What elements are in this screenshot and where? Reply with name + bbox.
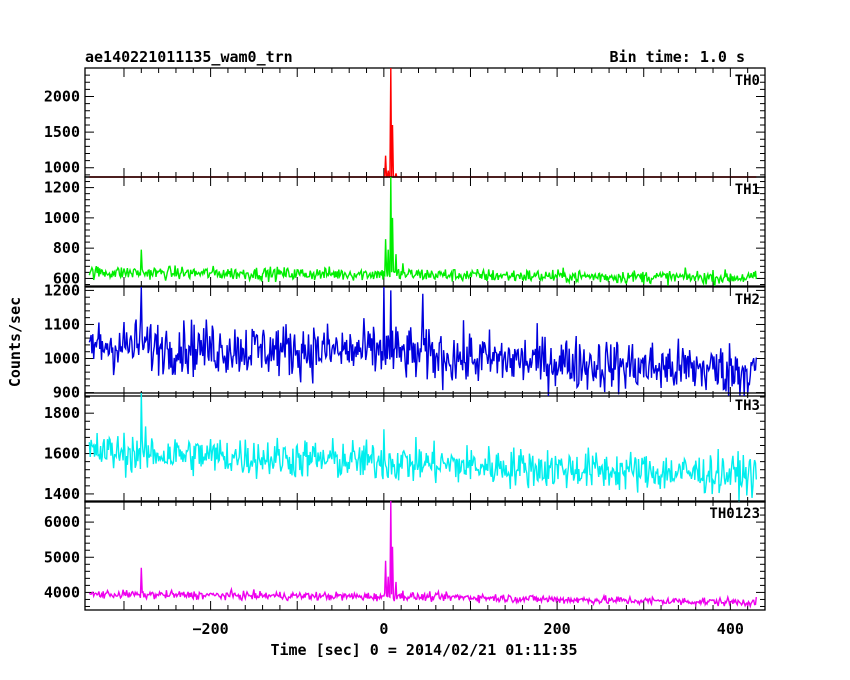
y-tick-label: 6000 [44, 513, 80, 531]
y-tick-label: 1200 [44, 281, 80, 299]
panel-frame-th0123 [84, 500, 766, 611]
series-line-th3 [88, 392, 757, 503]
y-tick-label: 1500 [44, 123, 80, 141]
y-tick-label: 1100 [44, 315, 80, 333]
series-line-th0 [89, 67, 757, 178]
panel-label-th2: TH2 [735, 292, 760, 308]
series-line-th2 [88, 286, 757, 397]
y-tick-label: 1800 [44, 404, 80, 422]
chart-subtitle: Bin time: 1.0 s [610, 48, 745, 66]
series-line-th0123 [88, 500, 757, 609]
x-tick-label: −200 [193, 620, 229, 638]
y-tick-label: 1000 [44, 209, 80, 227]
y-tick-label: 900 [53, 384, 80, 402]
panel-frame-th2 [84, 286, 766, 397]
y-tick-label: 1400 [44, 485, 80, 503]
panel-frame-th0 [84, 67, 766, 178]
y-axis-label: Counts/sec [6, 297, 24, 387]
panel-label-th1: TH1 [735, 182, 760, 198]
y-tick-label: 1000 [44, 350, 80, 368]
panel-frame-th3 [84, 392, 766, 503]
chart-title: ae140221011135_wam0_trn [85, 48, 293, 66]
y-tick-label: 800 [53, 239, 80, 257]
y-tick-label: 1200 [44, 179, 80, 197]
y-tick-label: 600 [53, 269, 80, 287]
x-axis-label: Time [sec] 0 = 2014/02/21 01:11:35 [270, 641, 577, 659]
x-tick-label: 200 [544, 620, 571, 638]
panel-frame-th1 [84, 176, 766, 287]
series-line-th1 [88, 176, 757, 287]
x-tick-label: 400 [717, 620, 744, 638]
y-tick-label: 2000 [44, 87, 80, 105]
y-tick-label: 4000 [44, 583, 80, 601]
y-tick-label: 1600 [44, 445, 80, 463]
y-tick-label: 5000 [44, 548, 80, 566]
panel-label-th3: TH3 [735, 398, 760, 414]
panel-label-th0: TH0 [735, 73, 760, 89]
y-tick-label: 1000 [44, 159, 80, 177]
panel-label-th0123: TH0123 [709, 506, 760, 522]
x-tick-label: 0 [379, 620, 388, 638]
